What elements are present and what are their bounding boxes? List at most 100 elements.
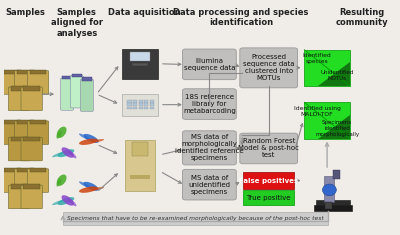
Bar [72, 74, 82, 77]
Bar [304, 102, 350, 138]
Bar [128, 100, 132, 103]
Bar [63, 212, 328, 225]
Bar [62, 76, 72, 79]
Text: False positives: False positives [239, 178, 298, 184]
Ellipse shape [57, 127, 66, 138]
Ellipse shape [79, 139, 98, 145]
Bar [4, 168, 21, 172]
Bar [150, 100, 154, 103]
FancyBboxPatch shape [21, 137, 42, 161]
Ellipse shape [52, 200, 64, 205]
Bar [144, 103, 148, 106]
FancyBboxPatch shape [182, 131, 236, 165]
Bar [132, 142, 148, 156]
Bar [17, 120, 34, 124]
Text: Data aquisition: Data aquisition [108, 8, 180, 17]
Bar [138, 103, 143, 106]
Bar [132, 63, 148, 66]
FancyBboxPatch shape [2, 121, 23, 145]
FancyBboxPatch shape [8, 87, 30, 111]
Bar [17, 70, 34, 74]
Ellipse shape [56, 179, 62, 187]
Bar [150, 107, 154, 109]
Text: Random Forest
Model & post-hoc
test: Random Forest Model & post-hoc test [238, 138, 299, 158]
Bar [314, 205, 352, 211]
FancyBboxPatch shape [15, 121, 36, 145]
Bar [82, 77, 92, 81]
Ellipse shape [84, 182, 99, 191]
FancyBboxPatch shape [60, 78, 74, 110]
Bar [133, 107, 137, 109]
Bar [324, 176, 334, 202]
FancyBboxPatch shape [182, 49, 236, 80]
Ellipse shape [69, 151, 76, 158]
Bar [128, 103, 132, 106]
Bar [243, 172, 294, 189]
FancyBboxPatch shape [70, 76, 84, 108]
Ellipse shape [79, 187, 98, 193]
Text: True positive: True positive [246, 195, 291, 200]
Bar [125, 140, 155, 191]
Bar [30, 120, 46, 124]
Bar [4, 120, 21, 124]
Ellipse shape [52, 152, 64, 157]
Text: Illumina
sequence data: Illumina sequence data [184, 58, 235, 71]
Text: Specimens that have to be re-examined morphologically because of the post-hoc te: Specimens that have to be re-examined mo… [67, 216, 324, 221]
Ellipse shape [56, 131, 62, 139]
FancyBboxPatch shape [240, 48, 298, 88]
FancyBboxPatch shape [27, 71, 49, 94]
Text: Processed
sequence data
clustered into
MOTUs: Processed sequence data clustered into M… [243, 54, 294, 81]
FancyBboxPatch shape [15, 71, 36, 94]
Text: Specimens
identified
morphologically: Specimens identified morphologically [315, 120, 359, 137]
Text: Unidentified
MOTUs: Unidentified MOTUs [320, 70, 354, 81]
Bar [23, 184, 40, 189]
Text: Resulting
community: Resulting community [335, 8, 388, 27]
Bar [333, 170, 340, 179]
FancyBboxPatch shape [8, 185, 30, 209]
Polygon shape [318, 63, 350, 86]
Bar [122, 49, 158, 79]
Polygon shape [318, 115, 350, 138]
Text: Samples
aligned for
analyses: Samples aligned for analyses [51, 8, 103, 38]
FancyBboxPatch shape [182, 169, 236, 200]
Ellipse shape [58, 197, 74, 205]
Bar [11, 184, 27, 189]
Bar [144, 107, 148, 109]
Bar [23, 137, 40, 141]
Bar [243, 190, 294, 205]
Text: MS data of
unidentified
specimens: MS data of unidentified specimens [188, 175, 230, 195]
Ellipse shape [79, 181, 89, 188]
FancyBboxPatch shape [2, 169, 23, 192]
Bar [17, 168, 34, 172]
Bar [11, 137, 27, 141]
Ellipse shape [91, 139, 104, 143]
Bar [316, 200, 350, 205]
Bar [138, 100, 143, 103]
Bar [128, 107, 132, 109]
FancyBboxPatch shape [27, 121, 49, 145]
FancyBboxPatch shape [80, 79, 94, 111]
Ellipse shape [79, 133, 89, 140]
Bar [122, 94, 158, 116]
Text: Samples: Samples [6, 8, 45, 17]
Text: 18S reference
library for
metabarcoding: 18S reference library for metabarcoding [183, 94, 236, 114]
Bar [4, 70, 21, 74]
Ellipse shape [62, 195, 74, 206]
Bar [30, 168, 46, 172]
Bar [144, 100, 148, 103]
FancyBboxPatch shape [240, 133, 298, 164]
Text: Identified using
MALDI-TOF: Identified using MALDI-TOF [294, 106, 340, 117]
Bar [30, 70, 46, 74]
Bar [304, 50, 350, 86]
FancyBboxPatch shape [2, 71, 23, 94]
Bar [133, 103, 137, 106]
FancyBboxPatch shape [15, 169, 36, 192]
Text: MS data of
morphologically
identified reference
specimens: MS data of morphologically identified re… [175, 134, 244, 161]
Bar [325, 202, 332, 209]
Bar [11, 86, 27, 90]
Ellipse shape [58, 149, 74, 157]
Bar [130, 52, 150, 61]
FancyBboxPatch shape [27, 169, 49, 192]
Ellipse shape [91, 187, 104, 191]
Bar [138, 107, 143, 109]
